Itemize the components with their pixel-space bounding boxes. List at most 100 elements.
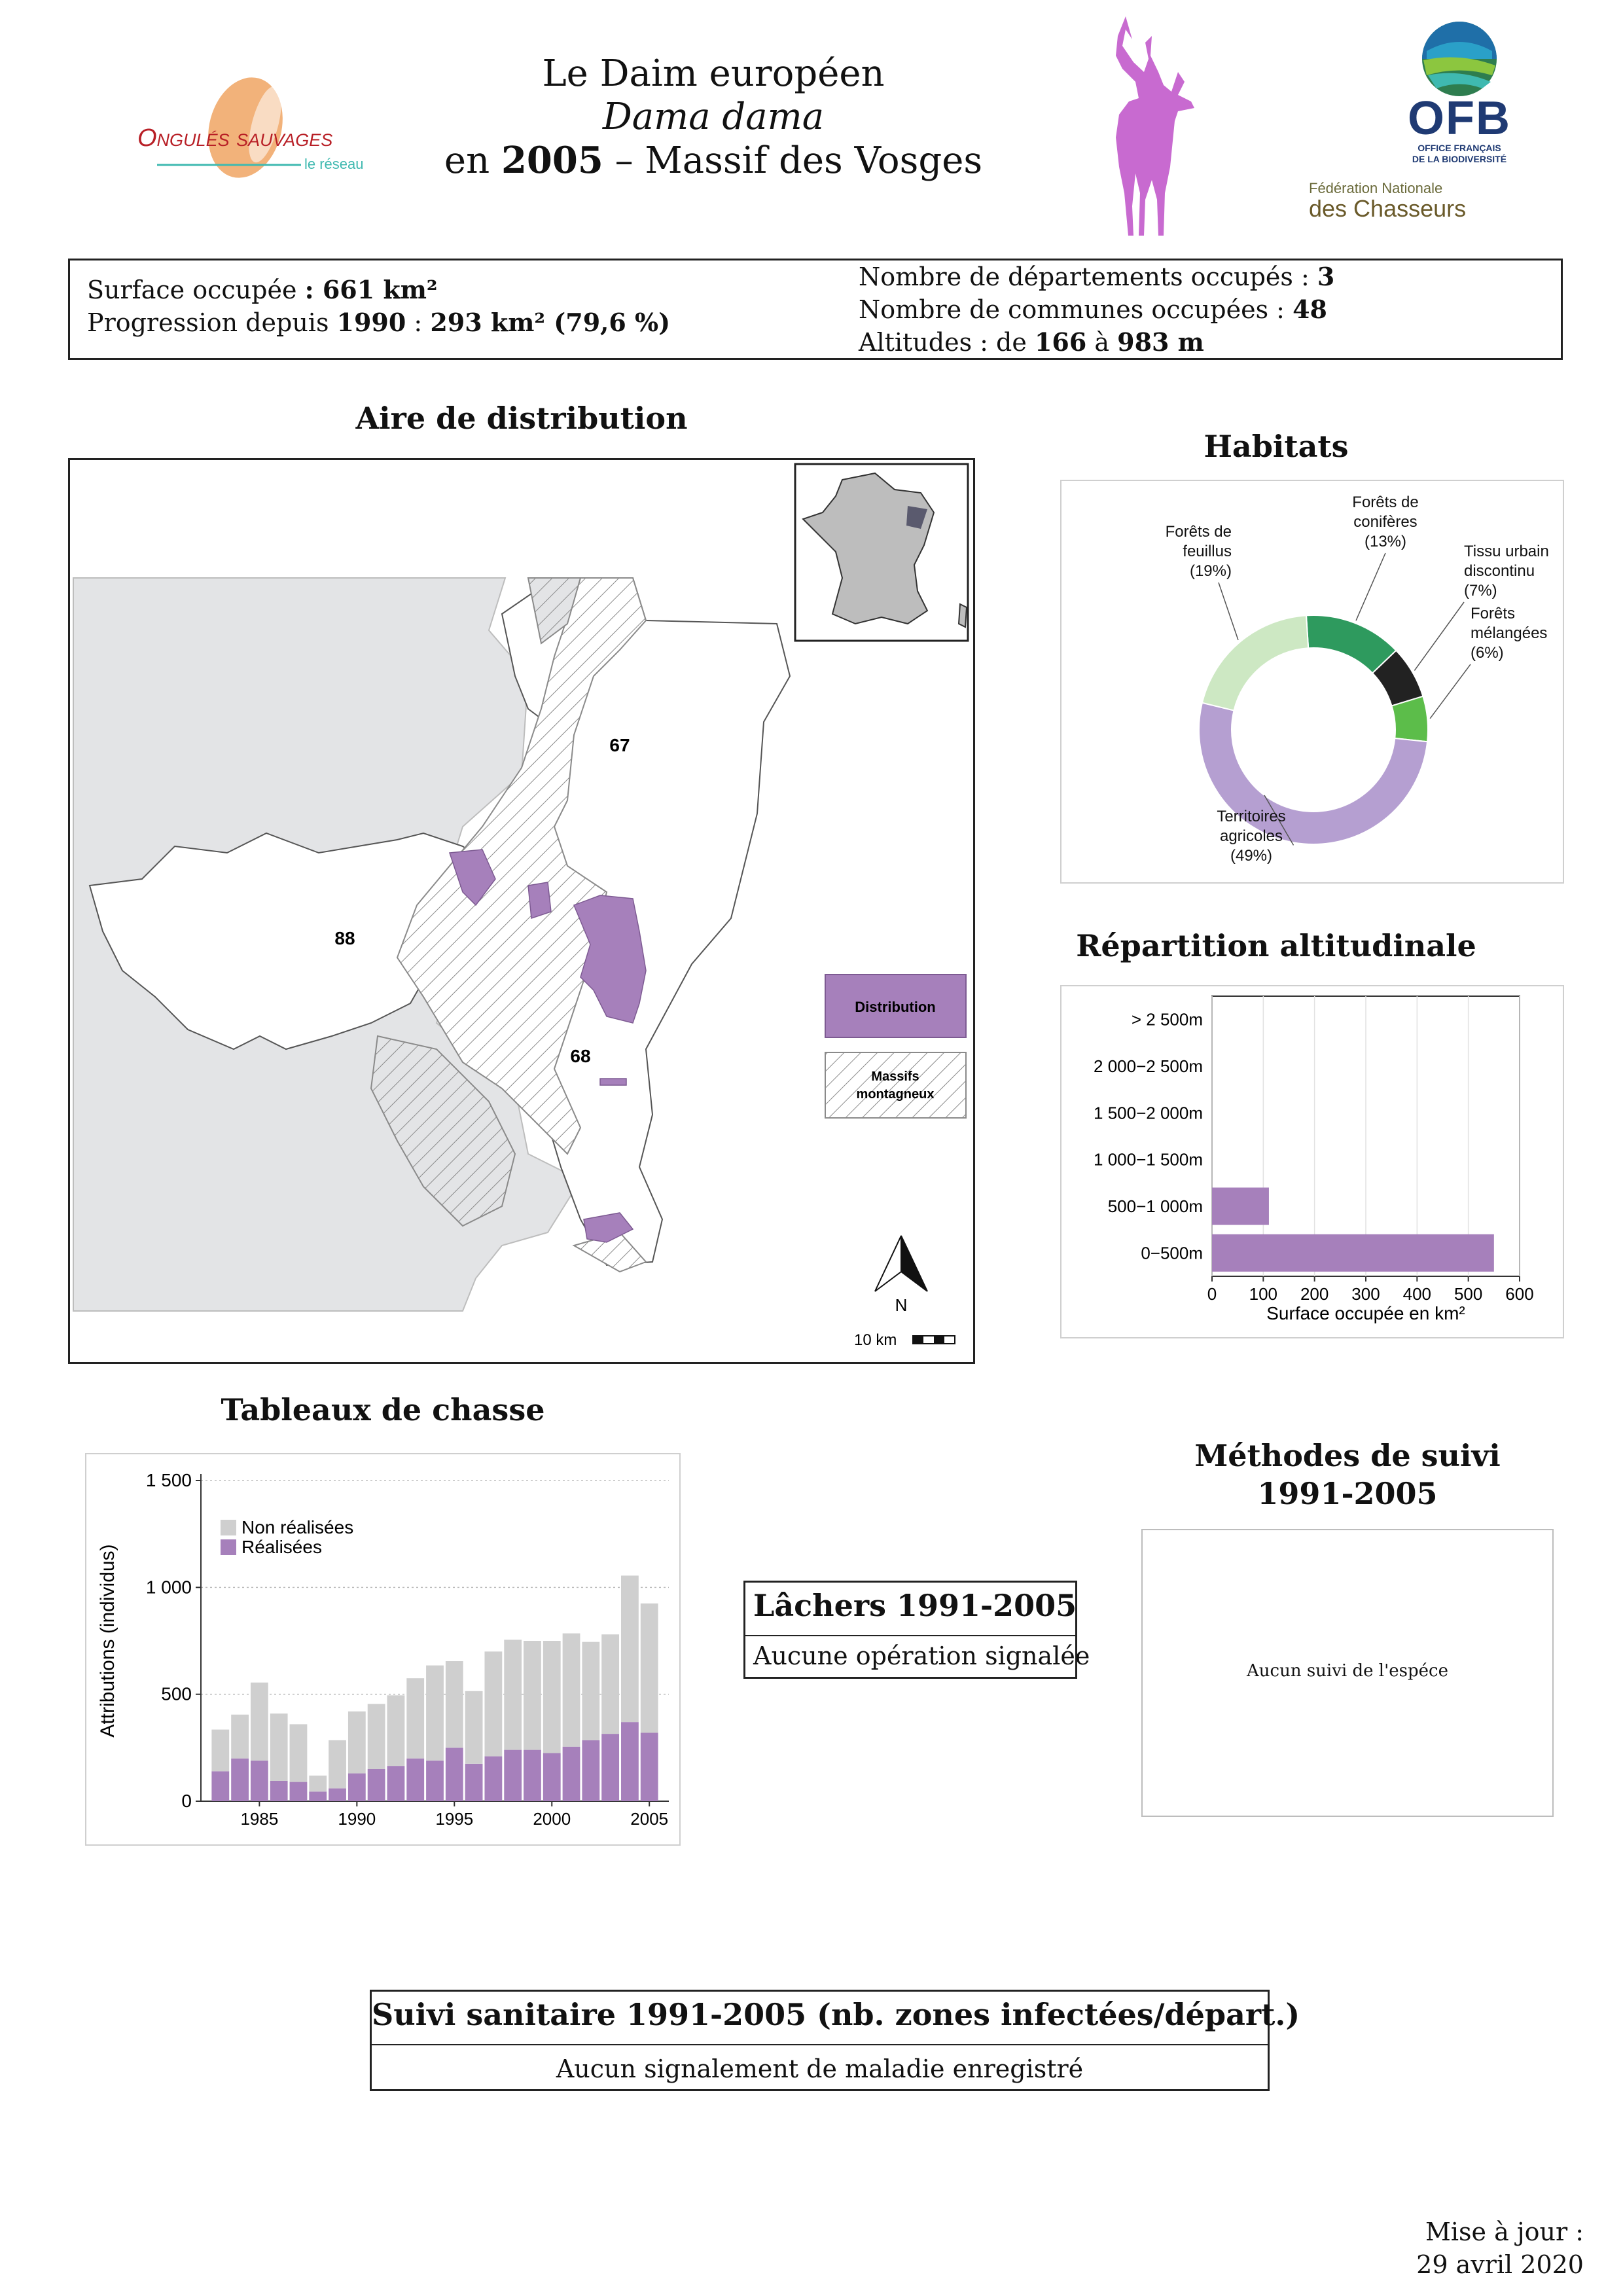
title-area: – Massif des Vosges — [615, 139, 983, 182]
hunting-title: Tableaux de chasse — [221, 1392, 545, 1427]
bar-non-realisees — [406, 1678, 425, 1759]
bar-non-realisees — [601, 1634, 620, 1734]
bar-non-realisees — [387, 1695, 405, 1767]
bar-realisees — [289, 1782, 308, 1801]
bar-non-realisees — [250, 1682, 268, 1761]
methodes-title-line2: 1991-2005 — [1257, 1476, 1438, 1511]
legend-swatch — [221, 1539, 236, 1555]
bar-realisees — [387, 1766, 405, 1801]
y-tick-label: 1 000 — [146, 1577, 192, 1597]
surface-label: Surface occupée — [87, 276, 297, 304]
surface-row: Surface occupée : 661 km² — [87, 275, 438, 304]
france-outline — [802, 472, 935, 625]
distribution-patches — [448, 849, 647, 1243]
slice-label: (6%) — [1471, 644, 1504, 662]
progress-sep: : — [414, 308, 423, 337]
slice-label: mélangées — [1471, 624, 1547, 642]
legend-swatch — [221, 1520, 236, 1535]
north-arrow-icon — [874, 1235, 928, 1292]
corsica-outline — [957, 603, 968, 628]
legend-massifs-swatch — [825, 1052, 967, 1119]
x-axis-label: Surface occupée en km² — [1266, 1303, 1465, 1323]
lachers-title: Lâchers 1991-2005 — [753, 1588, 1077, 1623]
x-tick-label: 1985 — [240, 1809, 278, 1829]
bar-non-realisees — [231, 1714, 249, 1759]
title-year: 2005 — [501, 139, 603, 182]
distribution-map: 67 88 68 Distribution Massifs montagneux… — [68, 458, 975, 1364]
y-tick-label: 1 000−1 500m — [1094, 1150, 1203, 1170]
slice-label: (13%) — [1364, 533, 1406, 550]
page-title: Le Daim européen Dama dama en 2005 – Mas… — [419, 52, 1008, 183]
logo-ofb: OFB OFFICE FRANÇAIS DE LA BIODIVERSITÉ — [1394, 20, 1525, 170]
logo-fnc-line2: des Chasseurs — [1309, 195, 1467, 222]
distribution-patch — [527, 882, 552, 920]
bar-non-realisees — [543, 1641, 561, 1753]
bar-realisees — [582, 1740, 600, 1801]
bar-non-realisees — [329, 1740, 346, 1789]
x-tick-label: 500 — [1454, 1284, 1482, 1304]
title-year-area: en 2005 – Massif des Vosges — [419, 139, 1008, 183]
bar-realisees — [250, 1760, 268, 1801]
y-tick-label: 2 000−2 500m — [1094, 1056, 1203, 1076]
methodes-text: Aucun suivi de l'espéce — [1247, 1661, 1448, 1681]
sanitaire-text: Aucun signalement de maladie enregistré — [556, 2054, 1084, 2083]
slice-label: feuillus — [1183, 543, 1232, 560]
altitude-row: Altitudes : de 166 à 983 m — [859, 327, 1204, 357]
alt-max: 983 m — [1117, 327, 1204, 357]
legend-distribution-label: Distribution — [855, 999, 935, 1015]
y-tick-label: 500−1 000m — [1108, 1196, 1203, 1216]
slice-label: Forêts de — [1166, 523, 1232, 541]
hunting-bar-chart: 0 500 1 000 1 500 1985 1990 1995 2000 2005 Attrib… — [97, 1470, 669, 1829]
alt-min: 166 — [1034, 327, 1087, 357]
slice-label: (19%) — [1190, 562, 1232, 580]
y-tick-label: 0 — [181, 1791, 192, 1811]
slice-leader-line — [1414, 601, 1465, 671]
logo-ofb-sub2: DE LA BIODIVERSITÉ — [1412, 154, 1507, 164]
alt-label: Altitudes : de — [859, 328, 1027, 357]
title-prefix: en — [444, 139, 490, 182]
slice-label: Forêts — [1471, 605, 1515, 622]
legend-massifs-label-1: Massifs — [871, 1069, 919, 1084]
altitude-bar — [1212, 1187, 1269, 1225]
methodes-box: Aucun suivi de l'espéce — [1141, 1529, 1554, 1817]
bar-realisees — [465, 1763, 483, 1801]
progress-label: Progression depuis — [87, 308, 329, 337]
dept-value: 3 — [1317, 262, 1335, 291]
x-tick-label: 400 — [1403, 1284, 1431, 1304]
bar-realisees — [309, 1791, 327, 1801]
alt-sep: à — [1094, 328, 1110, 357]
scale-bar — [912, 1335, 955, 1344]
progress-year: 1990 — [336, 308, 406, 337]
dept-row: Nombre de départements occupés : 3 — [859, 262, 1334, 291]
massifs-area-south — [370, 1035, 516, 1227]
sanitaire-box: Suivi sanitaire 1991-2005 (nb. zones inf… — [370, 1990, 1300, 2091]
dept-label-67: 67 — [609, 735, 630, 755]
slice-label: agricoles — [1220, 827, 1283, 845]
update-label: Mise à jour : — [1425, 2217, 1584, 2246]
donut-slice — [1198, 702, 1429, 845]
communes-row: Nombre de communes occupées : 48 — [859, 295, 1327, 324]
y-axis-label: Attributions (individus) — [97, 1544, 118, 1737]
slice-label: (49%) — [1230, 847, 1272, 865]
y-tick-label: 1 500 — [146, 1470, 192, 1490]
bar-non-realisees — [211, 1729, 230, 1772]
slice-leader-line — [1355, 552, 1386, 621]
massifs-area-north — [527, 577, 582, 645]
slice-label: Forêts de — [1352, 493, 1418, 511]
altitude-bar-chart: 0 100 200 300 400 500 600 0−500m 500−1 000m 1 000… — [1094, 996, 1534, 1323]
logo-ofb-sub1: OFFICE FRANÇAIS — [1418, 143, 1501, 153]
x-tick-label: 2005 — [630, 1809, 668, 1829]
deer-silhouette-icon — [1086, 10, 1217, 239]
legend-label: Non réalisées — [241, 1517, 353, 1537]
slice-leader-line — [1264, 795, 1294, 846]
bar-realisees — [367, 1769, 385, 1801]
bar-realisees — [601, 1734, 620, 1801]
progress-value: 293 km² (79,6 %) — [430, 308, 671, 337]
bar-realisees — [504, 1749, 522, 1801]
bar-non-realisees — [562, 1633, 580, 1747]
map-title: Aire de distribution — [355, 401, 688, 436]
altitude-bar — [1212, 1234, 1494, 1272]
legend-label: Réalisées — [241, 1537, 322, 1557]
bar-realisees — [524, 1749, 541, 1801]
distribution-patch — [599, 1078, 627, 1086]
